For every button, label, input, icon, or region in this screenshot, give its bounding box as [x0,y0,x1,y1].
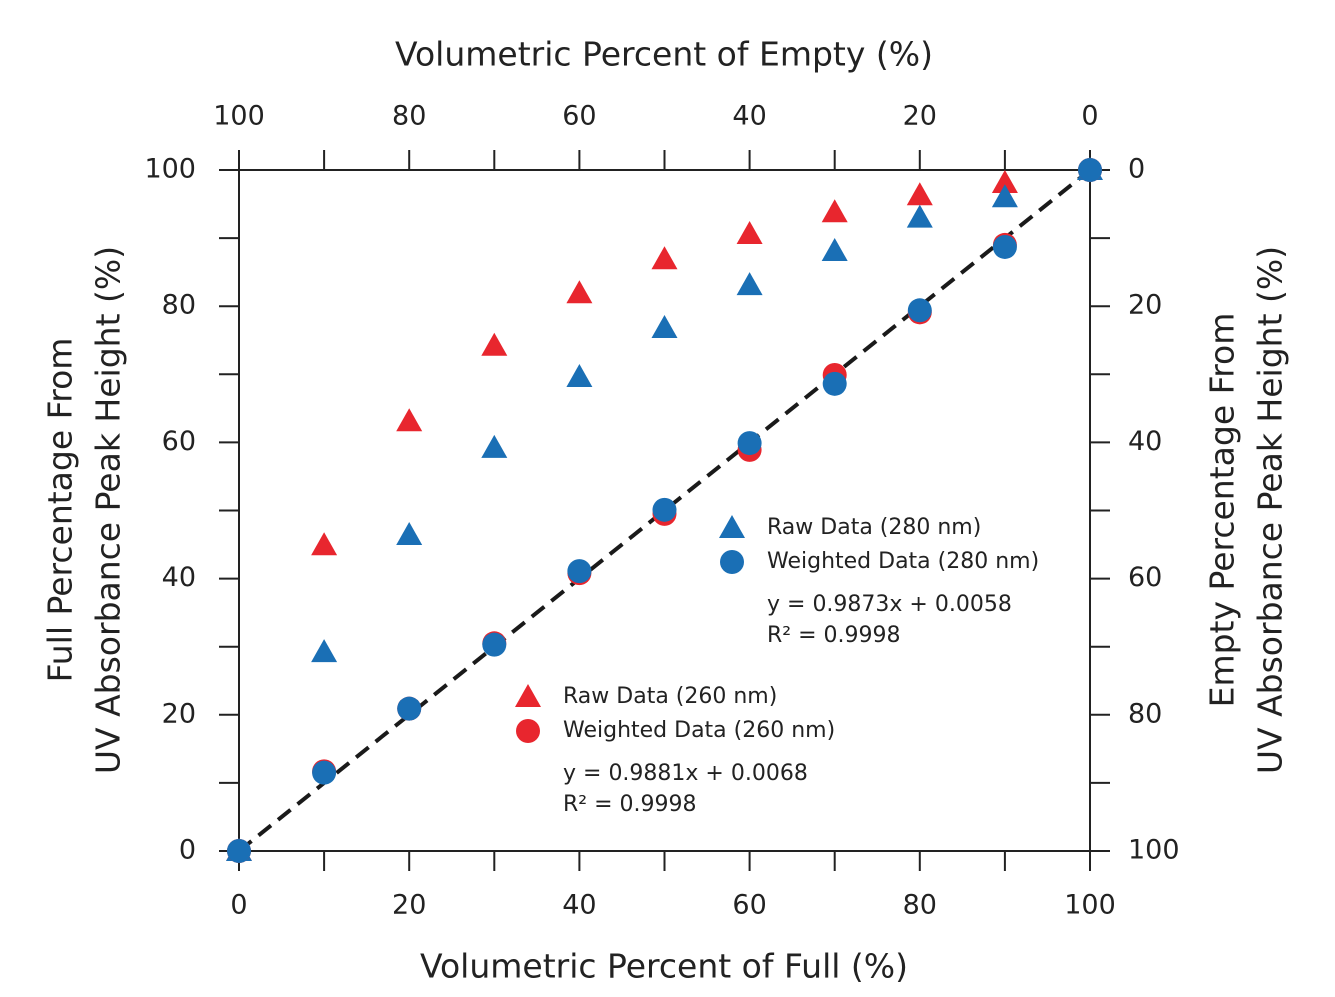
tick-label: 100 [144,154,196,185]
tick-label: 20 [903,101,937,132]
annotation: R² = 0.9998 [767,623,901,648]
triangle-marker [991,184,1018,208]
circle-marker [227,839,251,863]
tick-label: 0 [179,835,196,866]
tick-label: 80 [162,290,196,321]
tick-label: 40 [732,101,766,132]
triangle-marker [821,199,848,223]
tick-label: 40 [1128,426,1162,457]
tick-label: 0 [1081,101,1098,132]
annotation: y = 0.9873x + 0.0058 [767,592,1012,617]
x-axis-title: Volumetric Percent of Full (%) [420,947,908,986]
y-axis-title: UV Absorbance Peak Height (%) [89,246,128,774]
triangle-marker [311,639,338,663]
triangle-marker [736,272,763,296]
tick-label: 0 [1128,154,1145,185]
tick-label: 100 [1064,890,1116,921]
tick-label: 60 [562,101,596,132]
triangle-marker [736,221,763,245]
tick-label: 0 [230,890,247,921]
circle-marker [312,760,337,785]
tick-label: 60 [1128,562,1162,593]
circle-marker [397,696,422,721]
legend-label: Raw Data (260 nm) [563,684,777,709]
tick-label: 60 [162,426,196,457]
triangle-marker [651,314,678,338]
circle-marker [482,632,507,657]
legend-label: Raw Data (280 nm) [767,515,981,540]
circle-marker [652,497,677,522]
tick-label: 20 [392,890,426,921]
tick-label: 40 [562,890,596,921]
tick-label: 40 [162,562,196,593]
y-axis-title: Empty Percentage From [1203,313,1242,708]
tick-label: 100 [213,101,265,132]
triangle-marker [481,332,508,356]
legend-label: Weighted Data (260 nm) [563,718,835,743]
annotation: R² = 0.9998 [563,792,697,817]
tick-label: 20 [162,698,196,729]
triangle-marker [906,182,933,206]
triangle-marker [651,246,678,270]
triangle-marker [719,515,745,538]
triangle-marker [566,364,593,388]
circle-marker [822,371,847,396]
triangle-marker [396,522,423,546]
circle-marker [907,298,932,323]
tick-label: 20 [1128,290,1162,321]
triangle-marker [481,434,508,458]
circle-marker [516,719,540,743]
tick-label: 80 [903,890,937,921]
tick-label: 60 [732,890,766,921]
triangle-marker [311,532,338,556]
triangle-marker [515,684,541,707]
triangle-marker [396,408,423,432]
y-axis-title: UV Absorbance Peak Height (%) [1251,246,1290,774]
tick-label: 100 [1128,835,1180,866]
circle-marker [992,234,1017,259]
circle-marker [720,550,744,574]
annotation: y = 0.9881x + 0.0068 [563,761,808,786]
triangle-marker [991,169,1018,193]
reference-line [237,168,1092,853]
x2-axis-title: Volumetric Percent of Empty (%) [395,35,933,74]
y-axis-title: Full Percentage From [41,338,80,683]
circle-marker [737,431,762,456]
tick-label: 80 [1128,698,1162,729]
triangle-marker [821,238,848,262]
tick-label: 80 [392,101,426,132]
circle-marker [567,559,592,584]
circle-marker [1078,158,1102,182]
triangle-marker [906,204,933,228]
triangle-marker [566,280,593,304]
legend-label: Weighted Data (280 nm) [767,549,1039,574]
